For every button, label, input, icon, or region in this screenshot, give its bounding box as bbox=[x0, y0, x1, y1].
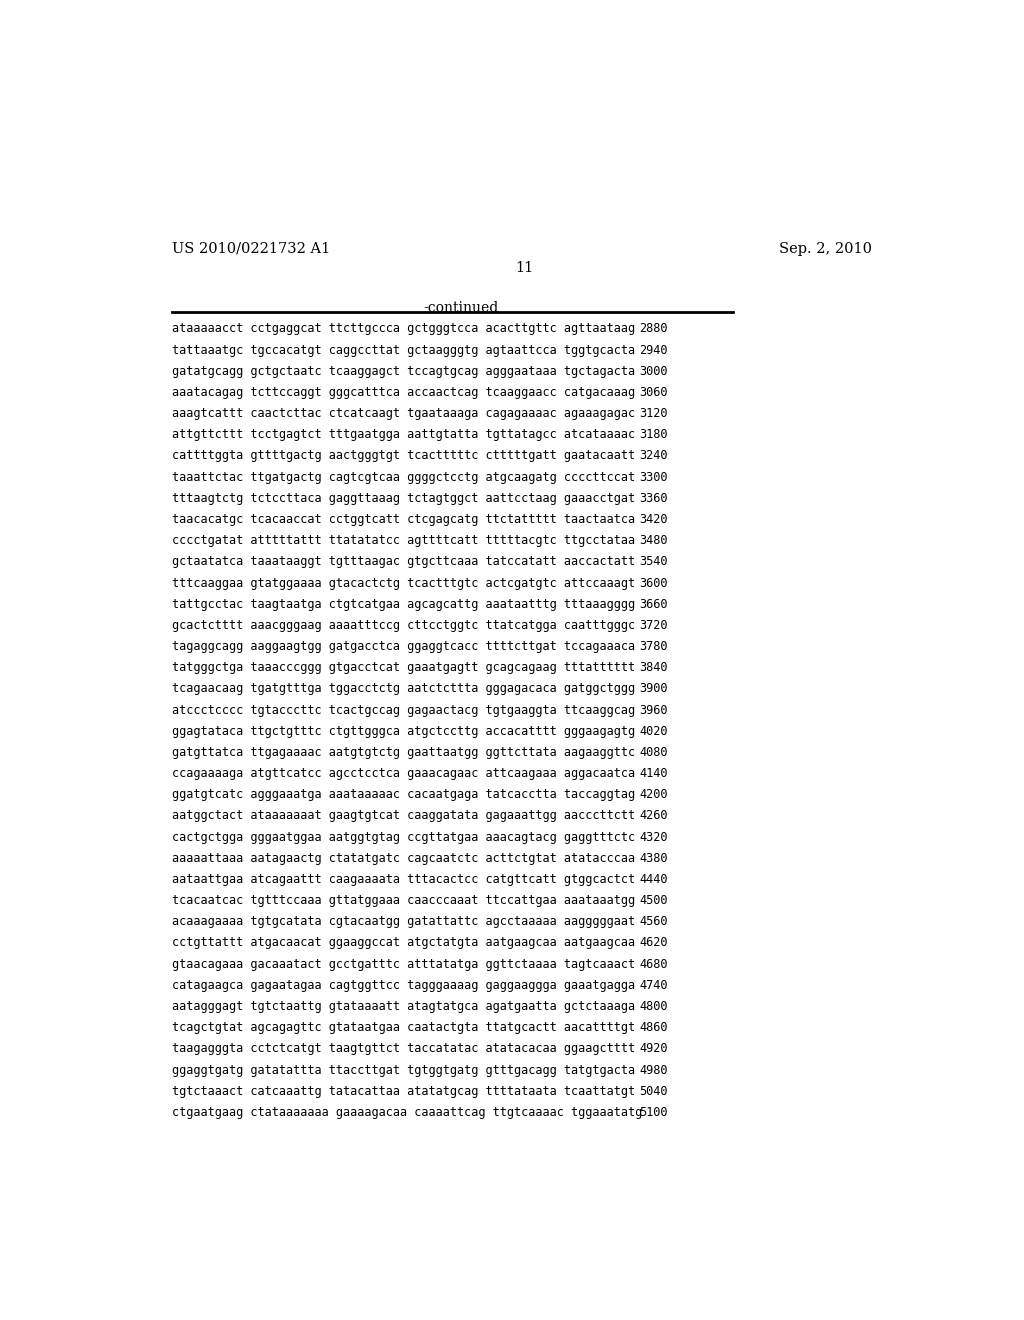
Text: 4680: 4680 bbox=[640, 958, 668, 970]
Text: taagagggta cctctcatgt taagtgttct taccatatac atatacacaa ggaagctttt: taagagggta cctctcatgt taagtgttct taccata… bbox=[172, 1043, 635, 1056]
Text: 3780: 3780 bbox=[640, 640, 668, 653]
Text: taaattctac ttgatgactg cagtcgtcaa ggggctcctg atgcaagatg ccccttccat: taaattctac ttgatgactg cagtcgtcaa ggggctc… bbox=[172, 471, 635, 483]
Text: gcactctttt aaacgggaag aaaatttccg cttcctggtc ttatcatgga caatttgggc: gcactctttt aaacgggaag aaaatttccg cttcctg… bbox=[172, 619, 635, 632]
Text: ggaggtgatg gatatattta ttaccttgat tgtggtgatg gtttgacagg tatgtgacta: ggaggtgatg gatatattta ttaccttgat tgtggtg… bbox=[172, 1064, 635, 1077]
Text: atccctcccc tgtacccttc tcactgccag gagaactacg tgtgaaggta ttcaaggcag: atccctcccc tgtacccttc tcactgccag gagaact… bbox=[172, 704, 635, 717]
Text: 4800: 4800 bbox=[640, 1001, 668, 1012]
Text: gatatgcagg gctgctaatc tcaaggagct tccagtgcag agggaataaa tgctagacta: gatatgcagg gctgctaatc tcaaggagct tccagtg… bbox=[172, 364, 635, 378]
Text: tcacaatcac tgtttccaaa gttatggaaa caacccaaat ttccattgaa aaataaatgg: tcacaatcac tgtttccaaa gttatggaaa caaccca… bbox=[172, 894, 635, 907]
Text: 3300: 3300 bbox=[640, 471, 668, 483]
Text: 3240: 3240 bbox=[640, 449, 668, 462]
Text: aataattgaa atcagaattt caagaaaata tttacactcc catgttcatt gtggcactct: aataattgaa atcagaattt caagaaaata tttacac… bbox=[172, 873, 635, 886]
Text: catagaagca gagaatagaa cagtggttcc tagggaaaag gaggaaggga gaaatgagga: catagaagca gagaatagaa cagtggttcc tagggaa… bbox=[172, 979, 635, 991]
Text: 4140: 4140 bbox=[640, 767, 668, 780]
Text: cctgttattt atgacaacat ggaaggccat atgctatgta aatgaagcaa aatgaagcaa: cctgttattt atgacaacat ggaaggccat atgctat… bbox=[172, 936, 635, 949]
Text: 4320: 4320 bbox=[640, 830, 668, 843]
Text: gctaatatca taaataaggt tgtttaagac gtgcttcaaa tatccatatt aaccactatt: gctaatatca taaataaggt tgtttaagac gtgcttc… bbox=[172, 556, 635, 569]
Text: 3720: 3720 bbox=[640, 619, 668, 632]
Text: 3900: 3900 bbox=[640, 682, 668, 696]
Text: 4620: 4620 bbox=[640, 936, 668, 949]
Text: tttcaaggaa gtatggaaaa gtacactctg tcactttgtc actcgatgtc attccaaagt: tttcaaggaa gtatggaaaa gtacactctg tcacttt… bbox=[172, 577, 635, 590]
Text: 3840: 3840 bbox=[640, 661, 668, 675]
Text: 3360: 3360 bbox=[640, 492, 668, 504]
Text: 3180: 3180 bbox=[640, 428, 668, 441]
Text: 3960: 3960 bbox=[640, 704, 668, 717]
Text: ctgaatgaag ctataaaaaaa gaaaagacaa caaaattcag ttgtcaaaac tggaaatatg: ctgaatgaag ctataaaaaaa gaaaagacaa caaaat… bbox=[172, 1106, 642, 1119]
Text: tttaagtctg tctccttaca gaggttaaag tctagtggct aattcctaag gaaacctgat: tttaagtctg tctccttaca gaggttaaag tctagtg… bbox=[172, 492, 635, 504]
Text: 3060: 3060 bbox=[640, 385, 668, 399]
Text: taacacatgc tcacaaccat cctggtcatt ctcgagcatg ttctattttt taactaatca: taacacatgc tcacaaccat cctggtcatt ctcgagc… bbox=[172, 513, 635, 525]
Text: 4200: 4200 bbox=[640, 788, 668, 801]
Text: 3420: 3420 bbox=[640, 513, 668, 525]
Text: 4560: 4560 bbox=[640, 915, 668, 928]
Text: 4980: 4980 bbox=[640, 1064, 668, 1077]
Text: ggatgtcatc agggaaatga aaataaaaac cacaatgaga tatcacctta taccaggtag: ggatgtcatc agggaaatga aaataaaaac cacaatg… bbox=[172, 788, 635, 801]
Text: aaaaattaaa aatagaactg ctatatgatc cagcaatctc acttctgtat atatacccaa: aaaaattaaa aatagaactg ctatatgatc cagcaat… bbox=[172, 851, 635, 865]
Text: gtaacagaaa gacaaatact gcctgatttc atttatatga ggttctaaaa tagtcaaact: gtaacagaaa gacaaatact gcctgatttc atttata… bbox=[172, 958, 635, 970]
Text: tcagctgtat agcagagttc gtataatgaa caatactgta ttatgcactt aacattttgt: tcagctgtat agcagagttc gtataatgaa caatact… bbox=[172, 1022, 635, 1034]
Text: tatgggctga taaacccggg gtgacctcat gaaatgagtt gcagcagaag tttatttttt: tatgggctga taaacccggg gtgacctcat gaaatga… bbox=[172, 661, 635, 675]
Text: aatagggagt tgtctaattg gtataaaatt atagtatgca agatgaatta gctctaaaga: aatagggagt tgtctaattg gtataaaatt atagtat… bbox=[172, 1001, 635, 1012]
Text: 5100: 5100 bbox=[640, 1106, 668, 1119]
Text: 4260: 4260 bbox=[640, 809, 668, 822]
Text: cattttggta gttttgactg aactgggtgt tcactttttc ctttttgatt gaatacaatt: cattttggta gttttgactg aactgggtgt tcacttt… bbox=[172, 449, 635, 462]
Text: tgtctaaact catcaaattg tatacattaa atatatgcag ttttataata tcaattatgt: tgtctaaact catcaaattg tatacattaa atatatg… bbox=[172, 1085, 635, 1098]
Text: 11: 11 bbox=[516, 261, 534, 275]
Text: 3000: 3000 bbox=[640, 364, 668, 378]
Text: tattaaatgc tgccacatgt caggccttat gctaagggtg agtaattcca tggtgcacta: tattaaatgc tgccacatgt caggccttat gctaagg… bbox=[172, 343, 635, 356]
Text: -continued: -continued bbox=[424, 301, 499, 315]
Text: 3120: 3120 bbox=[640, 407, 668, 420]
Text: acaaagaaaa tgtgcatata cgtacaatgg gatattattc agcctaaaaa aagggggaat: acaaagaaaa tgtgcatata cgtacaatgg gatatta… bbox=[172, 915, 635, 928]
Text: aaatacagag tcttccaggt gggcatttca accaactcag tcaaggaacc catgacaaag: aaatacagag tcttccaggt gggcatttca accaact… bbox=[172, 385, 635, 399]
Text: Sep. 2, 2010: Sep. 2, 2010 bbox=[779, 242, 872, 256]
Text: 3600: 3600 bbox=[640, 577, 668, 590]
Text: ataaaaacct cctgaggcat ttcttgccca gctgggtcca acacttgttc agttaataag: ataaaaacct cctgaggcat ttcttgccca gctgggt… bbox=[172, 322, 635, 335]
Text: 2940: 2940 bbox=[640, 343, 668, 356]
Text: ggagtataca ttgctgtttc ctgttgggca atgctccttg accacatttt gggaagagtg: ggagtataca ttgctgtttc ctgttgggca atgctcc… bbox=[172, 725, 635, 738]
Text: 3540: 3540 bbox=[640, 556, 668, 569]
Text: aatggctact ataaaaaaat gaagtgtcat caaggatata gagaaattgg aacccttctt: aatggctact ataaaaaaat gaagtgtcat caaggat… bbox=[172, 809, 635, 822]
Text: ccagaaaaga atgttcatcc agcctcctca gaaacagaac attcaagaaa aggacaatca: ccagaaaaga atgttcatcc agcctcctca gaaacag… bbox=[172, 767, 635, 780]
Text: gatgttatca ttgagaaaac aatgtgtctg gaattaatgg ggttcttata aagaaggttc: gatgttatca ttgagaaaac aatgtgtctg gaattaa… bbox=[172, 746, 635, 759]
Text: 4920: 4920 bbox=[640, 1043, 668, 1056]
Text: 2880: 2880 bbox=[640, 322, 668, 335]
Text: tcagaacaag tgatgtttga tggacctctg aatctcttta gggagacaca gatggctggg: tcagaacaag tgatgtttga tggacctctg aatctct… bbox=[172, 682, 635, 696]
Text: 4380: 4380 bbox=[640, 851, 668, 865]
Text: 4440: 4440 bbox=[640, 873, 668, 886]
Text: cactgctgga gggaatggaa aatggtgtag ccgttatgaa aaacagtacg gaggtttctc: cactgctgga gggaatggaa aatggtgtag ccgttat… bbox=[172, 830, 635, 843]
Text: 4080: 4080 bbox=[640, 746, 668, 759]
Text: 4500: 4500 bbox=[640, 894, 668, 907]
Text: 3660: 3660 bbox=[640, 598, 668, 611]
Text: 5040: 5040 bbox=[640, 1085, 668, 1098]
Text: tattgcctac taagtaatga ctgtcatgaa agcagcattg aaataatttg tttaaagggg: tattgcctac taagtaatga ctgtcatgaa agcagca… bbox=[172, 598, 635, 611]
Text: 3480: 3480 bbox=[640, 535, 668, 548]
Text: 4020: 4020 bbox=[640, 725, 668, 738]
Text: cccctgatat atttttattt ttatatatcc agttttcatt tttttacgtc ttgcctataa: cccctgatat atttttattt ttatatatcc agttttc… bbox=[172, 535, 635, 548]
Text: aaagtcattt caactcttac ctcatcaagt tgaataaaga cagagaaaac agaaagagac: aaagtcattt caactcttac ctcatcaagt tgaataa… bbox=[172, 407, 635, 420]
Text: 4860: 4860 bbox=[640, 1022, 668, 1034]
Text: tagaggcagg aaggaagtgg gatgacctca ggaggtcacc ttttcttgat tccagaaaca: tagaggcagg aaggaagtgg gatgacctca ggaggtc… bbox=[172, 640, 635, 653]
Text: US 2010/0221732 A1: US 2010/0221732 A1 bbox=[172, 242, 331, 256]
Text: 4740: 4740 bbox=[640, 979, 668, 991]
Text: attgttcttt tcctgagtct tttgaatgga aattgtatta tgttatagcc atcataaaac: attgttcttt tcctgagtct tttgaatgga aattgta… bbox=[172, 428, 635, 441]
